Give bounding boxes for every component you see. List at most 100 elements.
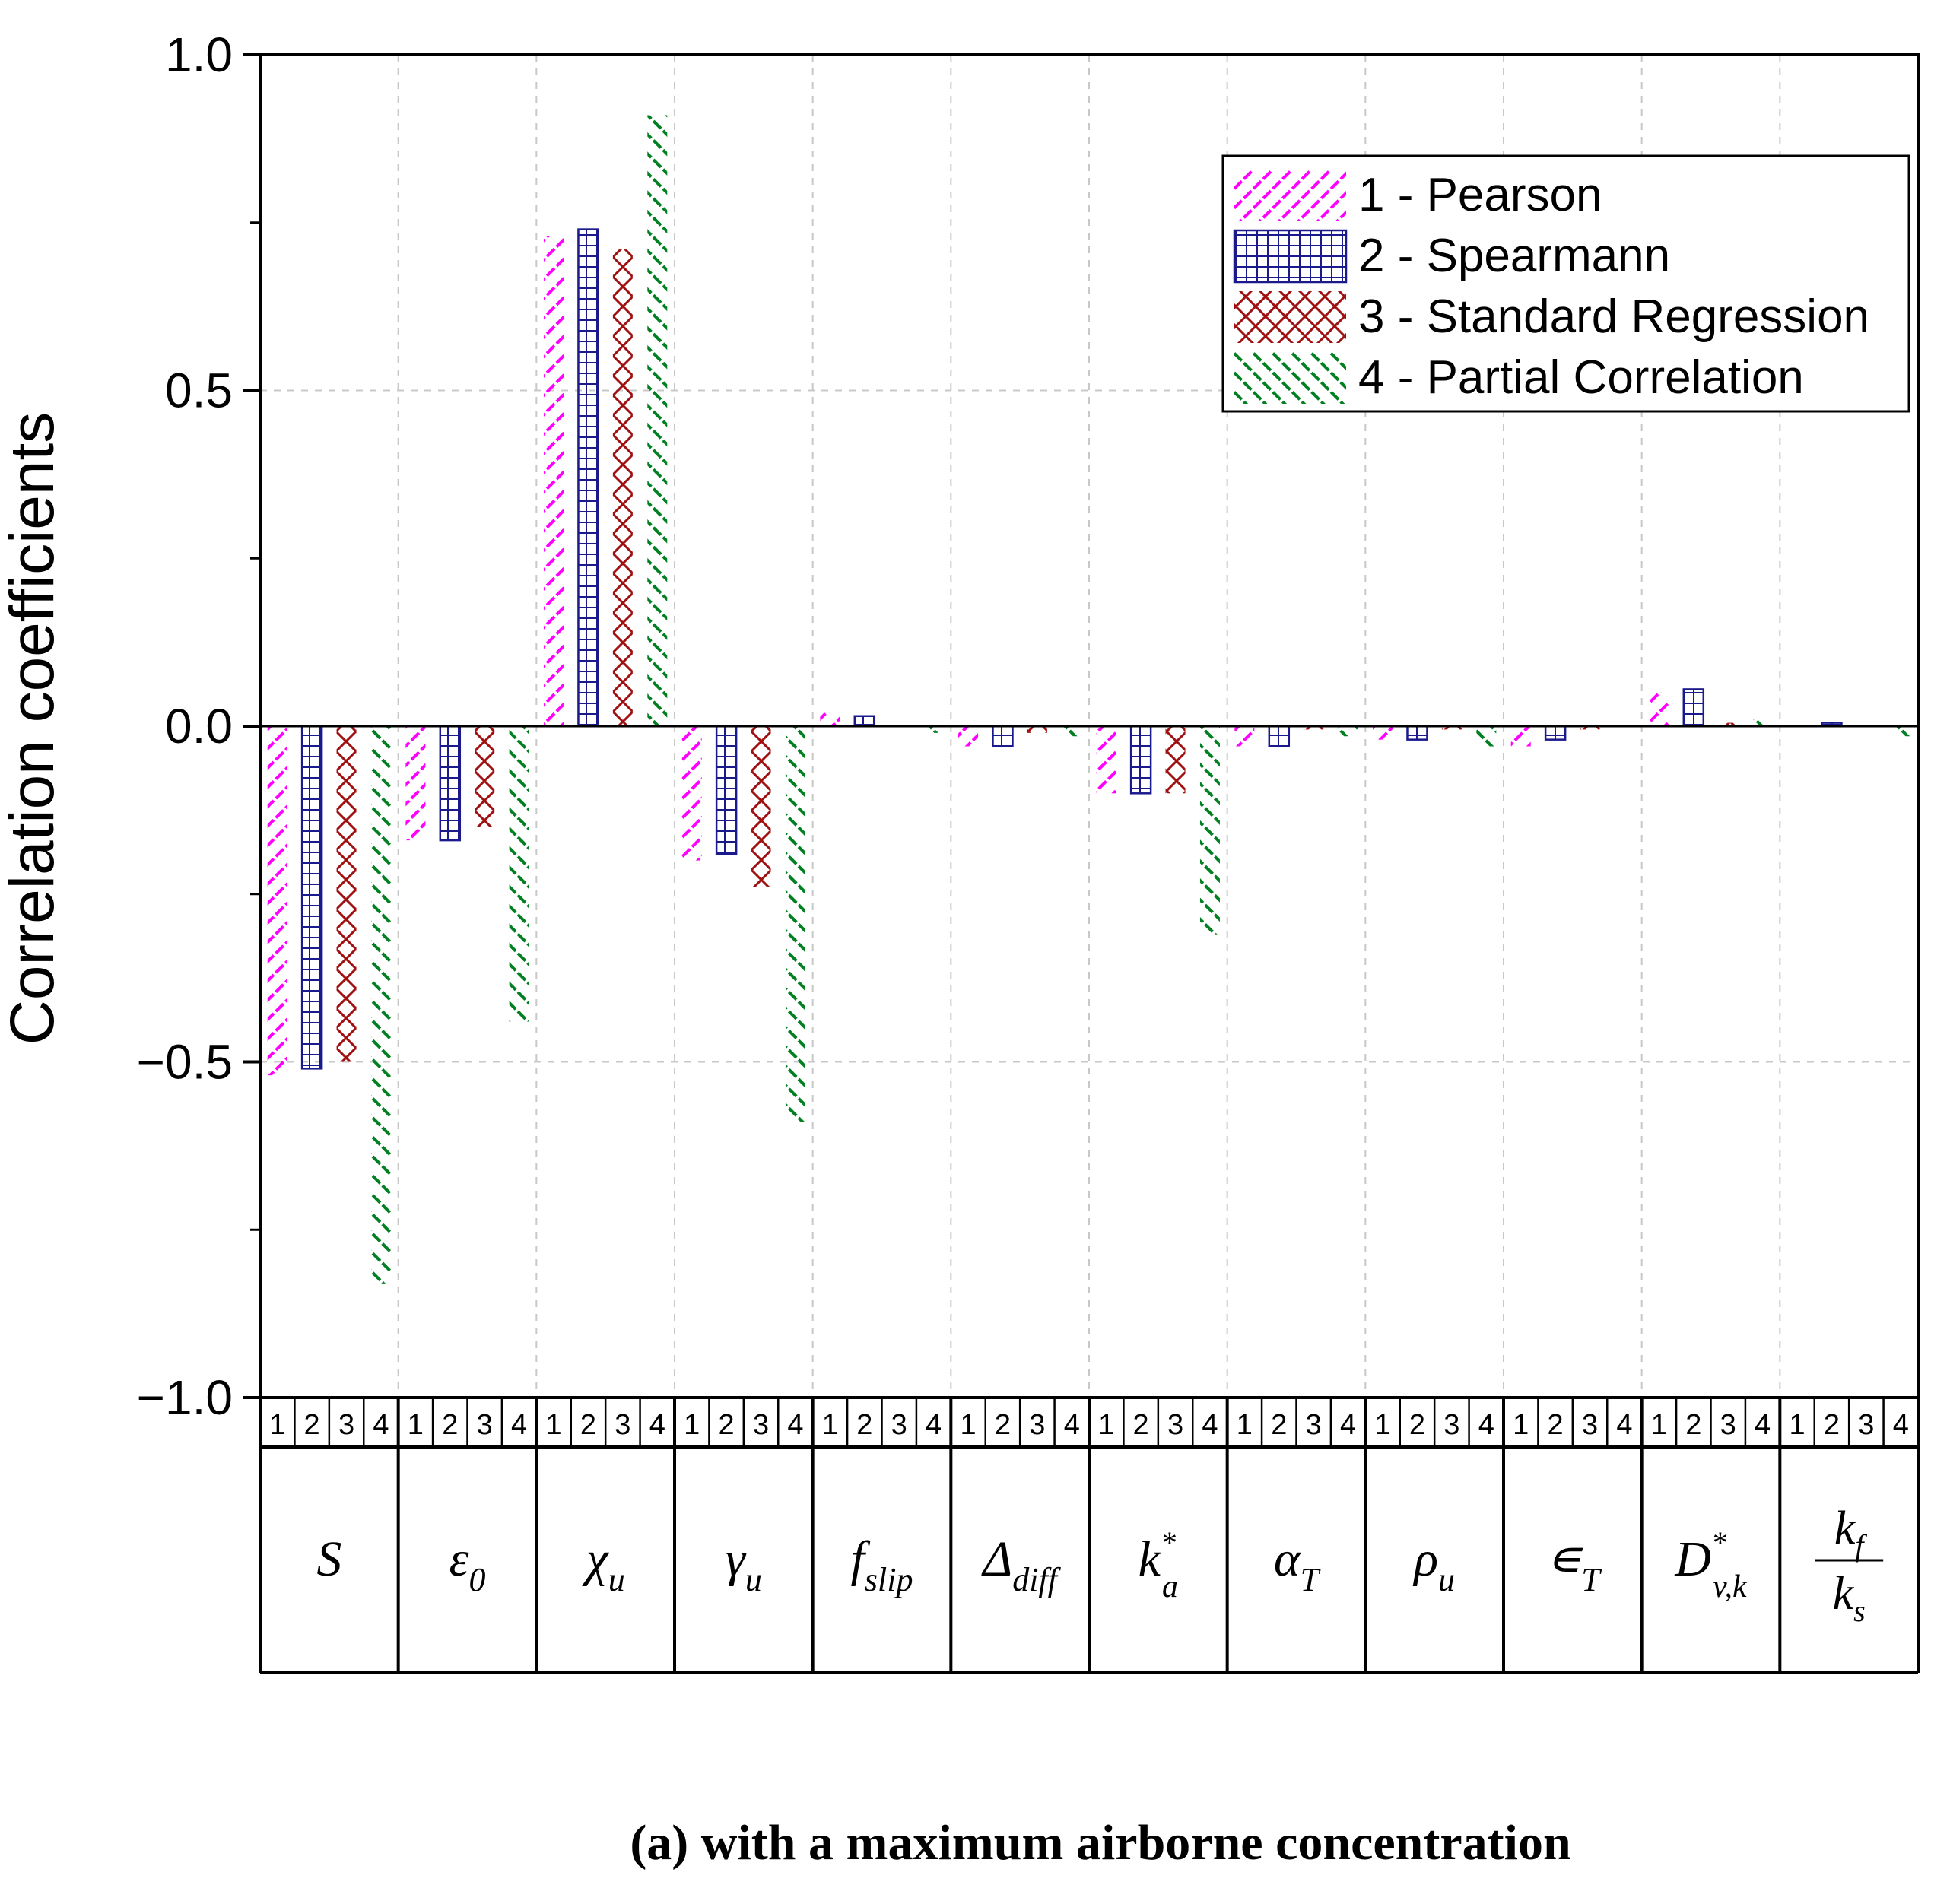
bar-4-2 bbox=[509, 726, 529, 1022]
sub-label: 2 bbox=[580, 1409, 596, 1441]
sub-label: 4 bbox=[926, 1409, 942, 1441]
legend-entry-4: 4 - Partial Correlation bbox=[1234, 351, 1804, 404]
sub-label: 3 bbox=[477, 1409, 493, 1441]
bars bbox=[267, 115, 1911, 1284]
sub-label: 1 bbox=[1651, 1409, 1667, 1441]
legend-label: 2 - Spearmann bbox=[1358, 230, 1670, 282]
sub-label: 3 bbox=[615, 1409, 630, 1441]
y-tick-label: 0.0 bbox=[165, 699, 233, 754]
sub-label: 1 bbox=[408, 1409, 424, 1441]
category-label-9: ρu bbox=[1412, 1531, 1455, 1598]
category-label-1: S bbox=[316, 1531, 341, 1587]
sub-label: 1 bbox=[960, 1409, 976, 1441]
sub-label: 2 bbox=[1548, 1409, 1564, 1441]
bar-1-9 bbox=[1373, 726, 1393, 740]
bar-4-8 bbox=[1338, 726, 1358, 737]
sub-label: 1 bbox=[1237, 1409, 1253, 1441]
svg-text:kf: kf bbox=[1834, 1503, 1868, 1563]
bar-3-2 bbox=[475, 726, 495, 827]
category-label-2: ε0 bbox=[449, 1531, 485, 1598]
bar-4-7 bbox=[1199, 726, 1220, 935]
sub-label: 4 bbox=[1064, 1409, 1080, 1441]
sub-label: 1 bbox=[1513, 1409, 1529, 1441]
bar-4-3 bbox=[647, 115, 668, 727]
sub-label: 4 bbox=[1755, 1409, 1771, 1441]
figure-caption: (a) with a maximum airborne concentratio… bbox=[630, 1815, 1570, 1871]
sub-label: 2 bbox=[856, 1409, 872, 1441]
bar-4-5 bbox=[923, 726, 944, 733]
bar-3-11 bbox=[1718, 722, 1739, 726]
bar-2-4 bbox=[715, 725, 738, 855]
sub-label: 1 bbox=[684, 1409, 700, 1441]
category-label-3: χu bbox=[582, 1531, 625, 1598]
sub-label: 4 bbox=[787, 1409, 803, 1441]
sub-label: 4 bbox=[1478, 1409, 1494, 1441]
sub-label: 3 bbox=[1858, 1409, 1874, 1441]
bar-3-8 bbox=[1304, 726, 1324, 730]
category-label-5: fslip bbox=[851, 1531, 913, 1598]
bar-2-6 bbox=[992, 725, 1014, 747]
y-tick-label: 1.0 bbox=[165, 27, 233, 82]
sub-label: 4 bbox=[1616, 1409, 1632, 1441]
bar-2-1 bbox=[300, 725, 323, 1070]
sub-label: 3 bbox=[1306, 1409, 1322, 1441]
bar-2-7 bbox=[1129, 725, 1152, 795]
bar-4-11 bbox=[1752, 719, 1773, 726]
sub-label: 2 bbox=[1133, 1409, 1149, 1441]
bar-1-11 bbox=[1649, 692, 1669, 726]
y-axis-label: Correlation coefficients bbox=[0, 412, 67, 1046]
y-tick-label: 0.5 bbox=[165, 363, 233, 418]
sub-label: 4 bbox=[649, 1409, 665, 1441]
category-label-11: D* v,k bbox=[1674, 1525, 1748, 1604]
bar-2-10 bbox=[1544, 725, 1567, 741]
bar-4-1 bbox=[370, 726, 391, 1284]
sub-label: 1 bbox=[1374, 1409, 1390, 1441]
bar-3-9 bbox=[1441, 726, 1462, 730]
legend-entry-3: 3 - Standard Regression bbox=[1234, 290, 1869, 343]
sub-label: 4 bbox=[373, 1409, 389, 1441]
bar-1-6 bbox=[958, 726, 979, 747]
category-label-4: γu bbox=[726, 1531, 762, 1598]
sub-label: 1 bbox=[545, 1409, 561, 1441]
svg-text:ks: ks bbox=[1833, 1568, 1866, 1628]
bar-4-4 bbox=[785, 726, 805, 1122]
y-tick-label: −0.5 bbox=[137, 1035, 233, 1090]
bar-1-7 bbox=[1096, 726, 1116, 794]
sub-label: 2 bbox=[304, 1409, 320, 1441]
bar-1-10 bbox=[1510, 726, 1531, 747]
category-label-7: k* a bbox=[1139, 1525, 1178, 1604]
sub-label: 2 bbox=[1685, 1409, 1701, 1441]
legend-label: 3 - Standard Regression bbox=[1358, 290, 1869, 343]
bar-1-1 bbox=[267, 726, 287, 1076]
sub-label: 3 bbox=[1443, 1409, 1459, 1441]
bar-3-3 bbox=[612, 249, 633, 726]
legend-entry-2: 2 - Spearmann bbox=[1233, 229, 1670, 284]
sub-label: 4 bbox=[1340, 1409, 1356, 1441]
sub-label: 3 bbox=[1720, 1409, 1736, 1441]
bar-2-8 bbox=[1268, 725, 1291, 747]
sub-label: 1 bbox=[822, 1409, 838, 1441]
sub-label: 3 bbox=[891, 1409, 907, 1441]
sub-label: 2 bbox=[1271, 1409, 1287, 1441]
bar-1-2 bbox=[405, 726, 426, 841]
sub-label: 4 bbox=[511, 1409, 527, 1441]
bar-2-5 bbox=[853, 715, 876, 728]
sub-label: 4 bbox=[1893, 1409, 1909, 1441]
bar-2-9 bbox=[1406, 725, 1428, 741]
bar-3-6 bbox=[1027, 726, 1047, 733]
sub-label: 2 bbox=[995, 1409, 1011, 1441]
category-label-6: Δdiff bbox=[980, 1531, 1061, 1598]
sub-label: 2 bbox=[719, 1409, 735, 1441]
bar-2-3 bbox=[577, 228, 599, 728]
y-tick-label: −1.0 bbox=[137, 1370, 233, 1425]
y-axis: −1.0 −0.5 0.0 0.5 1.0 bbox=[137, 27, 260, 1425]
sub-label: 2 bbox=[1824, 1409, 1840, 1441]
category-label-10: ∊T bbox=[1545, 1531, 1602, 1598]
bar-1-3 bbox=[544, 236, 564, 726]
bar-2-2 bbox=[439, 725, 462, 842]
bar-4-12 bbox=[1891, 726, 1911, 737]
legend: 1 - Pearson 2 - Spearmann 3 - Standard Reg… bbox=[1221, 154, 1910, 413]
